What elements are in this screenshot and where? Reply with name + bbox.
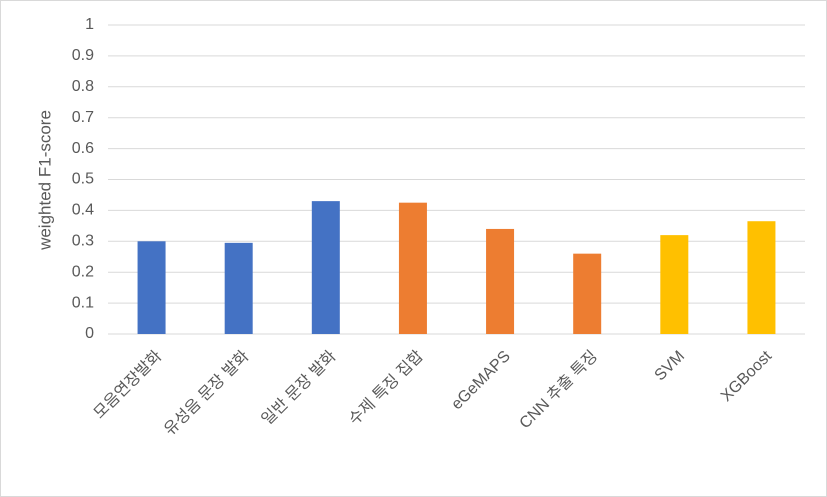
y-tick-label: 0.7: [72, 109, 94, 126]
bar: [224, 242, 253, 334]
y-tick-label: 0.6: [72, 140, 94, 157]
bar: [660, 235, 689, 334]
y-tick-label: 0: [85, 325, 94, 342]
y-tick-label: 0.4: [72, 202, 94, 219]
bar: [137, 241, 166, 334]
bar: [573, 253, 602, 334]
y-tick-label: 0.3: [72, 233, 94, 250]
y-axis-label: weighted F1-score: [35, 110, 54, 251]
bar: [486, 228, 515, 334]
y-tick-label: 0.2: [72, 263, 94, 280]
bar: [398, 202, 427, 334]
y-tick-label: 0.1: [72, 294, 94, 311]
bar: [311, 201, 340, 334]
bar: [747, 221, 776, 334]
y-tick-label: 0.5: [72, 171, 94, 188]
y-tick-label: 0.9: [72, 47, 94, 64]
y-tick-label: 1: [85, 16, 94, 33]
y-tick-label: 0.8: [72, 78, 94, 95]
